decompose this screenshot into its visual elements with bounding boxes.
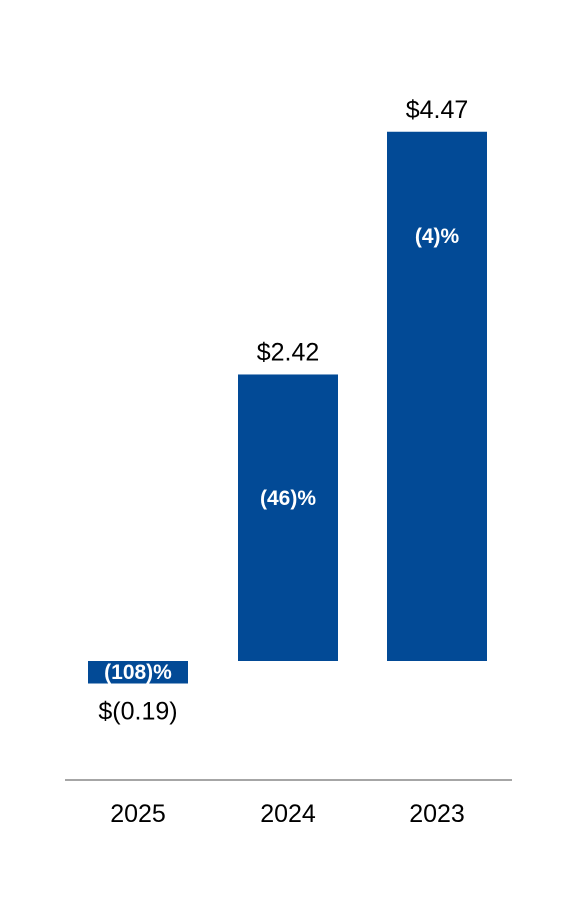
bars-layer: [88, 131, 487, 684]
labels-layer: $(0.19) (108)% $2.42 (46)% $4.47 (4)%: [98, 96, 468, 726]
bar-2024: [238, 374, 338, 661]
bar-2025: [88, 661, 188, 684]
bar-2023: [387, 131, 487, 661]
change-label-2024: (46)%: [260, 487, 316, 510]
value-label-2024: $2.42: [257, 338, 320, 366]
value-label-2023: $4.47: [406, 96, 469, 124]
change-label-2023: (4)%: [415, 225, 460, 248]
x-tick-label-2025: 2025: [110, 800, 166, 828]
x-tick-label-2024: 2024: [260, 800, 316, 828]
value-label-2025: $(0.19): [98, 697, 177, 725]
x-tick-label-2023: 2023: [409, 800, 465, 828]
change-label-2025: (108)%: [104, 661, 172, 684]
x-axis-ticks: 2025 2024 2023: [110, 800, 465, 828]
